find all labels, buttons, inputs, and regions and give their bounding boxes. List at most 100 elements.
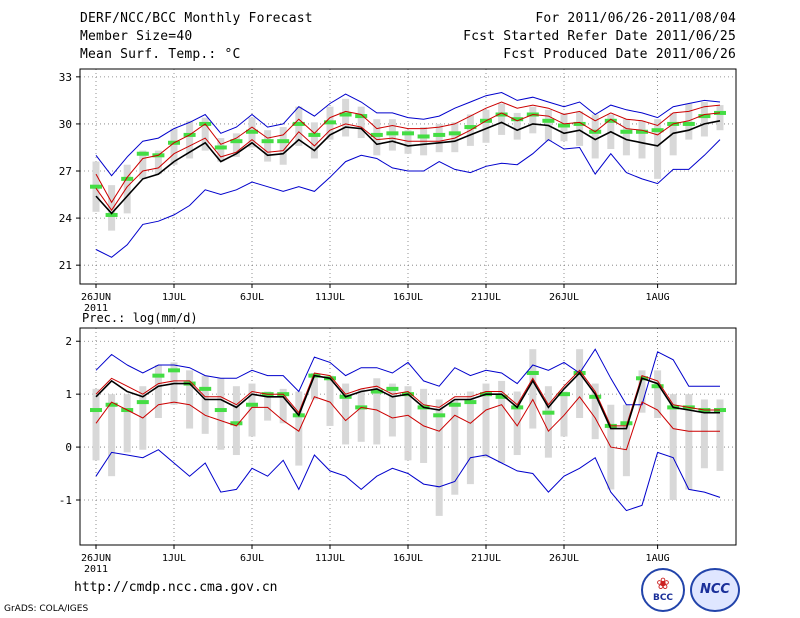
spread-box (326, 375, 334, 426)
median-marker (433, 413, 446, 418)
spread-box (232, 133, 240, 157)
spread-box (482, 383, 490, 458)
spread-box (217, 378, 225, 450)
ensemble-mean-line (95, 371, 720, 430)
source-url[interactable]: http://cmdp.ncc.cma.gov.cn (74, 580, 278, 595)
spread-box (170, 128, 178, 165)
spread-box (357, 388, 365, 442)
spread-box (201, 375, 209, 434)
median-marker (698, 114, 711, 119)
spread-low-line (95, 112, 721, 212)
median-marker (402, 131, 414, 136)
y-tick-label: -1 (59, 494, 72, 507)
spread-box (482, 109, 490, 143)
median-marker (558, 392, 570, 397)
spread-box (716, 399, 724, 471)
y-tick-label: 0 (65, 441, 72, 454)
spread-box (622, 404, 630, 477)
spread-box (685, 394, 693, 490)
spread-box (295, 391, 303, 466)
year-label: 2011 (84, 564, 108, 575)
median-marker (542, 118, 555, 123)
median-marker (230, 139, 243, 144)
spread-box (310, 372, 318, 400)
spread-box (435, 399, 443, 516)
median-marker (448, 131, 461, 136)
median-marker (136, 400, 149, 405)
x-tick-label: 26JUN (81, 553, 111, 564)
spread-box (560, 391, 568, 437)
spread-box (186, 120, 194, 159)
envelope-high-line (95, 348, 720, 406)
spread-high-line (95, 369, 720, 427)
spread-box (451, 399, 459, 495)
median-marker (370, 132, 383, 137)
spread-box (498, 380, 506, 463)
plot-frame (79, 327, 737, 546)
median-marker (339, 112, 352, 117)
median-marker (448, 402, 461, 407)
y-tick-label: 27 (59, 165, 72, 178)
x-tick-label: 16JUL (393, 292, 423, 303)
produced-date: Fcst Produced Date 2011/06/26 (503, 47, 736, 62)
spread-box (342, 383, 350, 445)
spread-box (342, 98, 350, 137)
spread-box (435, 123, 443, 153)
y-tick-label: 21 (59, 259, 72, 272)
x-tick-label: 11JUL (315, 553, 345, 564)
spread-box (279, 127, 287, 165)
spread-high-line (95, 101, 721, 204)
spread-box (591, 383, 599, 440)
median-marker (230, 421, 243, 426)
x-tick-label: 21JUL (471, 553, 501, 564)
spread-box (685, 103, 693, 140)
y-tick-label: 33 (59, 71, 72, 84)
spread-box (669, 394, 677, 501)
spread-box (529, 349, 537, 429)
median-marker (589, 394, 602, 399)
spread-box (638, 370, 646, 413)
spread-box (451, 122, 459, 153)
median-marker (214, 145, 227, 150)
forecast-period: For 2011/06/26-2011/08/04 (535, 11, 736, 26)
spread-box (154, 150, 162, 175)
spread-box (466, 391, 474, 485)
median-marker (246, 129, 258, 134)
median-marker (308, 132, 321, 137)
median-marker (651, 384, 664, 389)
spread-box (123, 164, 131, 214)
spread-box (700, 399, 708, 469)
member-size-label: Member Size=40 (80, 29, 193, 44)
x-tick-label: 1AUG (646, 553, 670, 564)
median-marker (90, 184, 102, 189)
spread-box (201, 117, 209, 151)
median-marker (495, 394, 508, 399)
spread-box (654, 119, 662, 179)
chart-title: DERF/NCC/BCC Monthly Forecast (80, 11, 313, 26)
spread-box (279, 388, 287, 424)
median-marker (121, 176, 134, 181)
grads-credit: GrADS: COLA/IGES (4, 604, 89, 614)
median-marker (464, 125, 477, 130)
median-marker (261, 139, 274, 144)
spread-box (716, 105, 724, 131)
x-tick-label: 1JUL (162, 553, 186, 564)
spread-box (92, 388, 100, 461)
median-marker (386, 131, 399, 136)
median-marker (620, 421, 633, 426)
median-marker (277, 139, 290, 144)
median-marker (386, 386, 399, 391)
temperature-panel: 21 24 27 30 33 26JUN 1JUL 6JUL 11JUL 16JUL 21JUL 26… (59, 68, 737, 314)
spread-box (217, 138, 225, 162)
spread-box (513, 112, 521, 140)
spread-box (498, 103, 506, 135)
refer-date: Fcst Started Refer Date 2011/06/25 (463, 29, 736, 44)
spread-box (544, 386, 552, 458)
median-marker (152, 373, 165, 378)
median-marker (370, 389, 383, 394)
variable-label: Mean Surf. Temp.: °C (80, 47, 241, 62)
median-marker (651, 128, 664, 133)
precipitation-title: Prec.: log(mm/d) (82, 311, 198, 325)
spread-box (700, 101, 708, 137)
